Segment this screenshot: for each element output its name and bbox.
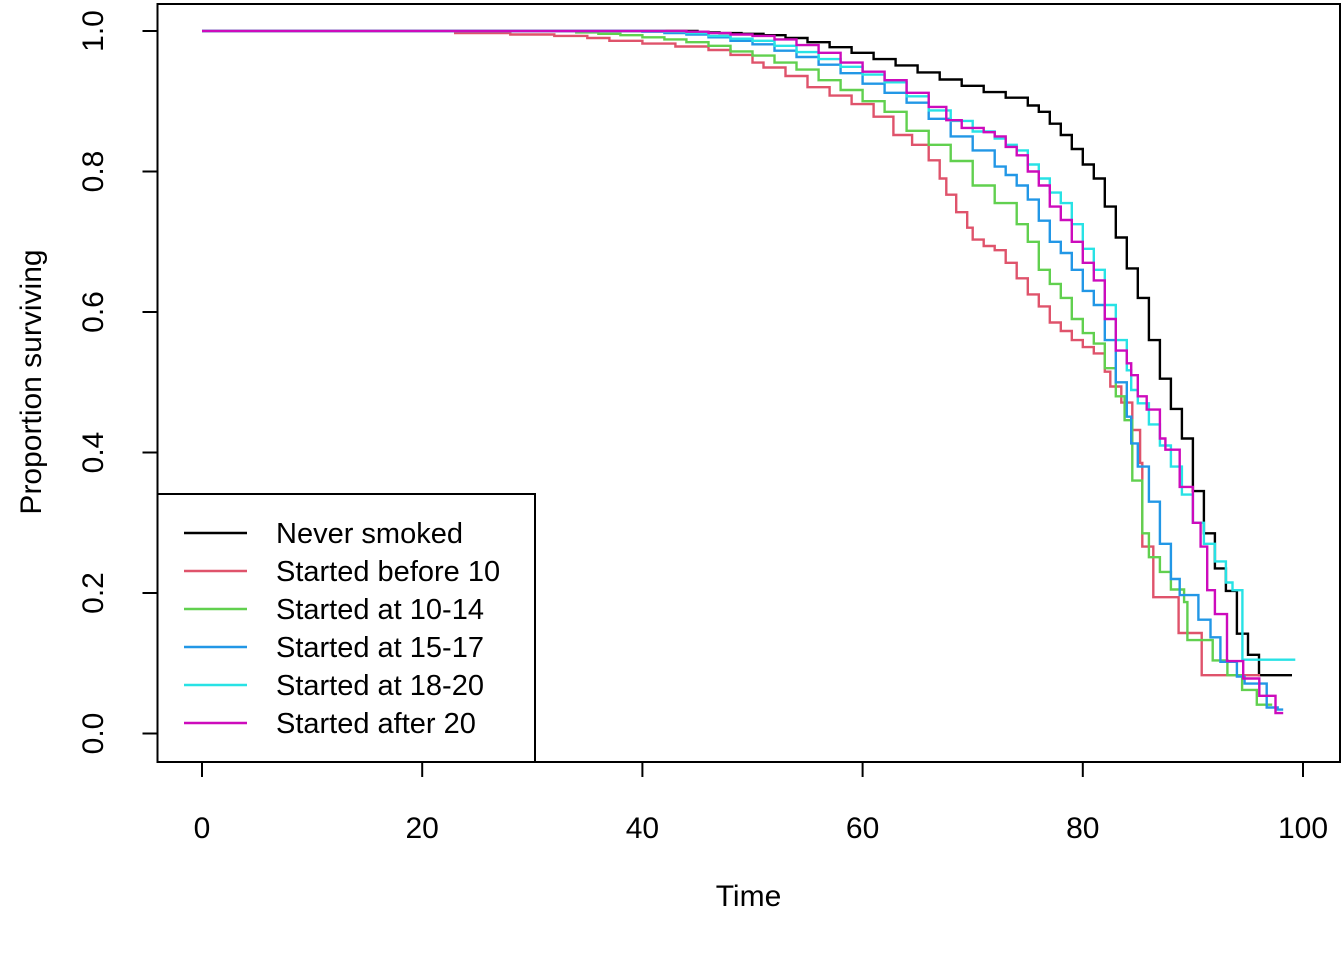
legend: Never smoked Started before 10 Started at …	[156, 493, 536, 763]
legend-entry-started-before-10: Started before 10	[184, 556, 500, 588]
legend-label-started-at-18-20: Started at 18-20	[276, 670, 484, 702]
curve-started-after-20	[202, 29, 1284, 715]
plot-border-box	[156, 3, 1341, 763]
legend-box	[156, 493, 536, 763]
legend-entry-started-after-20: Started after 20	[184, 708, 476, 740]
y-tick-label-0.2: 0.2	[77, 572, 110, 614]
legend-entry-never-smoked: Never smoked	[184, 518, 463, 550]
x-tick-label-60: 60	[846, 812, 879, 845]
curve-never-smoked	[202, 29, 1292, 677]
x-axis-title: Time	[716, 880, 782, 913]
curve-started-before-10	[202, 29, 1261, 677]
y-tick-label-1.0: 1.0	[77, 10, 110, 52]
x-tick-label-40: 40	[626, 812, 659, 845]
legend-label-started-before-10: Started before 10	[276, 556, 500, 588]
legend-label-started-at-10-14: Started at 10-14	[276, 594, 484, 626]
y-tick-label-0.6: 0.6	[77, 291, 110, 333]
legend-entry-started-at-18-20: Started at 18-20	[184, 670, 484, 702]
legend-label-started-after-20: Started after 20	[276, 708, 476, 740]
legend-entry-started-at-10-14: Started at 10-14	[184, 594, 484, 626]
legend-label-never-smoked: Never smoked	[276, 518, 463, 550]
legend-label-started-at-15-17: Started at 15-17	[276, 632, 484, 664]
x-tick-label-20: 20	[406, 812, 439, 845]
y-axis: 0.0 0.2 0.4 0.6 0.8 1.0	[77, 10, 158, 754]
curve-started-at-18-20	[202, 29, 1296, 661]
y-tick-label-0.0: 0.0	[77, 713, 110, 755]
legend-entry-started-at-15-17: Started at 15-17	[184, 632, 484, 664]
survival-curves	[202, 29, 1296, 715]
curve-started-at-10-14	[202, 29, 1273, 706]
x-tick-label-100: 100	[1278, 812, 1328, 845]
x-tick-label-80: 80	[1066, 812, 1099, 845]
x-tick-label-0: 0	[194, 812, 211, 845]
y-tick-label-0.4: 0.4	[77, 432, 110, 474]
x-axis: 0 20 40 60 80 100	[194, 762, 1328, 845]
curve-started-at-15-17	[202, 29, 1284, 711]
y-tick-label-0.8: 0.8	[77, 151, 110, 193]
y-axis-title: Proportion surviving	[15, 249, 48, 514]
